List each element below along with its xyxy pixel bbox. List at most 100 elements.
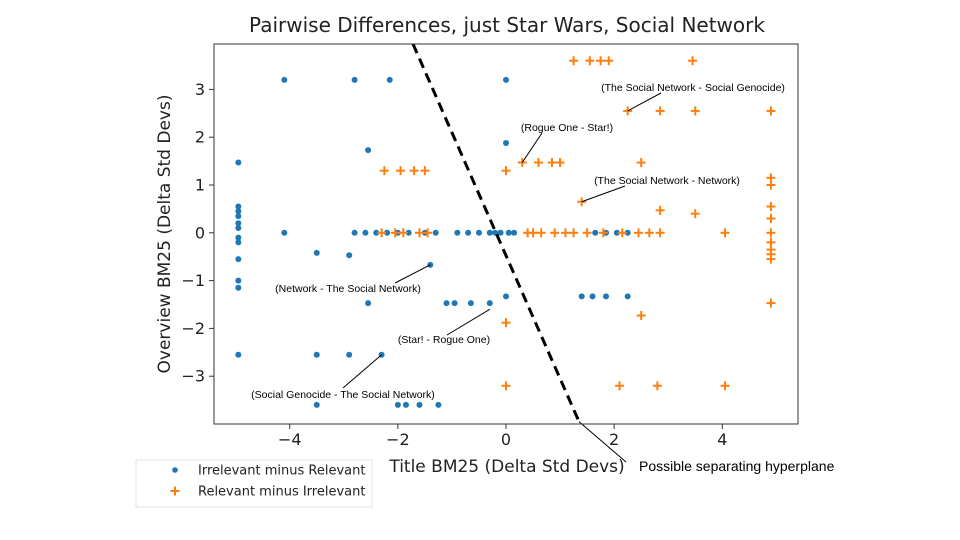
data-point-dot xyxy=(365,147,372,154)
data-point-dot xyxy=(486,300,493,307)
data-point-dot xyxy=(416,401,423,408)
legend-label-relevant: Relevant minus Irrelevant xyxy=(198,485,365,500)
data-point-plus xyxy=(688,56,698,66)
data-point-dot xyxy=(592,229,599,236)
data-point-plus xyxy=(636,158,646,168)
data-point-dot xyxy=(373,229,380,236)
data-point-plus xyxy=(720,381,730,391)
data-point-dot xyxy=(313,351,320,358)
data-point-dot xyxy=(624,293,631,300)
data-point-dot xyxy=(235,203,242,210)
data-point-dot xyxy=(235,256,242,263)
data-point-plus xyxy=(528,228,538,238)
data-point-dot xyxy=(281,229,288,236)
annotations-group: (The Social Network - Social Genocide) (R… xyxy=(251,82,785,401)
data-point-plus xyxy=(655,106,665,116)
data-point-plus xyxy=(379,166,389,176)
data-point-dot xyxy=(465,229,472,236)
data-point-plus xyxy=(550,228,560,238)
data-point-dot xyxy=(235,213,242,220)
x-tick-label: 2 xyxy=(609,430,619,449)
data-point-plus xyxy=(582,228,592,238)
data-point-plus xyxy=(766,228,776,238)
y-tick-label: 0 xyxy=(195,223,205,242)
data-point-dot xyxy=(603,293,610,300)
data-point-dot xyxy=(235,284,242,291)
x-tick-label: 0 xyxy=(501,430,511,449)
data-point-plus xyxy=(636,310,646,320)
y-axis-title: Overview BM25 (Delta Std Devs) xyxy=(155,95,175,374)
annotation-label: (Star! - Rogue One) xyxy=(398,334,490,346)
plot-area xyxy=(235,56,776,408)
series-relevant xyxy=(377,56,776,391)
data-point-plus xyxy=(720,228,730,238)
data-point-dot xyxy=(503,139,509,146)
data-point-dot xyxy=(475,229,482,236)
data-point-plus xyxy=(501,318,511,328)
data-point-plus xyxy=(377,228,387,238)
x-axis-title: Title BM25 (Delta Std Devs) xyxy=(388,457,624,477)
legend-marker-relevant xyxy=(170,486,180,496)
data-point-plus xyxy=(409,166,419,176)
data-point-dot xyxy=(486,229,493,236)
data-point-dot xyxy=(386,76,393,83)
hyperplane-label: Possible separating hyperplane xyxy=(639,458,835,474)
data-point-plus xyxy=(423,228,433,238)
data-point-plus xyxy=(655,205,665,215)
series-irrelevant xyxy=(235,76,631,408)
legend: Irrelevant minus Relevant Relevant minus… xyxy=(135,459,373,508)
data-point-dot xyxy=(492,229,499,236)
y-tick-label: −2 xyxy=(181,319,205,338)
data-point-dot xyxy=(313,249,320,256)
data-point-dot xyxy=(394,401,401,408)
annotation-label: (Social Genocide - The Social Network) xyxy=(251,389,435,401)
data-point-plus xyxy=(652,381,662,391)
chart-title: Pairwise Differences, just Star Wars, So… xyxy=(249,13,765,37)
data-point-dot xyxy=(235,225,242,232)
data-point-plus xyxy=(598,228,608,238)
data-point-dot xyxy=(362,229,369,236)
annotation-label: (The Social Network - Social Genocide) xyxy=(601,82,785,94)
data-point-plus xyxy=(585,56,595,66)
hyperplane-group xyxy=(411,43,627,463)
data-point-dot xyxy=(313,401,320,408)
y-tick-label: −3 xyxy=(181,367,205,386)
data-point-plus xyxy=(547,158,557,168)
data-point-dot xyxy=(454,229,461,236)
annotation-leader xyxy=(342,354,382,389)
annotation-leader xyxy=(521,132,543,163)
data-point-plus xyxy=(536,228,546,238)
x-tick-label: −4 xyxy=(278,430,302,449)
data-point-plus xyxy=(690,106,700,116)
data-point-dot xyxy=(384,229,391,236)
y-tick-label: 1 xyxy=(195,176,205,195)
data-point-dot xyxy=(351,229,358,236)
data-point-dot xyxy=(346,351,353,358)
data-point-dot xyxy=(432,229,439,236)
data-point-dot xyxy=(402,401,409,408)
data-point-dot xyxy=(235,234,242,241)
data-point-plus xyxy=(617,228,627,238)
annotation-leader xyxy=(581,185,626,203)
annotation-label: (Network - The Social Network) xyxy=(275,283,421,295)
annotation-label: (Rogue One - Star!) xyxy=(521,122,613,134)
data-point-plus xyxy=(555,158,565,168)
data-point-dot xyxy=(624,229,631,236)
data-point-dot xyxy=(235,239,242,246)
data-point-dot xyxy=(405,229,412,236)
data-point-dot xyxy=(578,293,585,300)
data-point-plus xyxy=(420,166,430,176)
data-point-dot xyxy=(503,76,509,83)
legend-label-irrelevant: Irrelevant minus Relevant xyxy=(198,464,365,479)
annotation-label: (The Social Network - Network) xyxy=(594,175,740,187)
data-point-dot xyxy=(351,76,358,83)
data-point-plus xyxy=(766,254,776,264)
data-point-plus xyxy=(390,228,400,238)
data-point-plus xyxy=(766,298,776,308)
data-point-dot xyxy=(235,208,242,215)
data-point-plus xyxy=(766,106,776,116)
y-tick-label: 3 xyxy=(195,80,205,99)
data-point-dot xyxy=(281,76,288,83)
